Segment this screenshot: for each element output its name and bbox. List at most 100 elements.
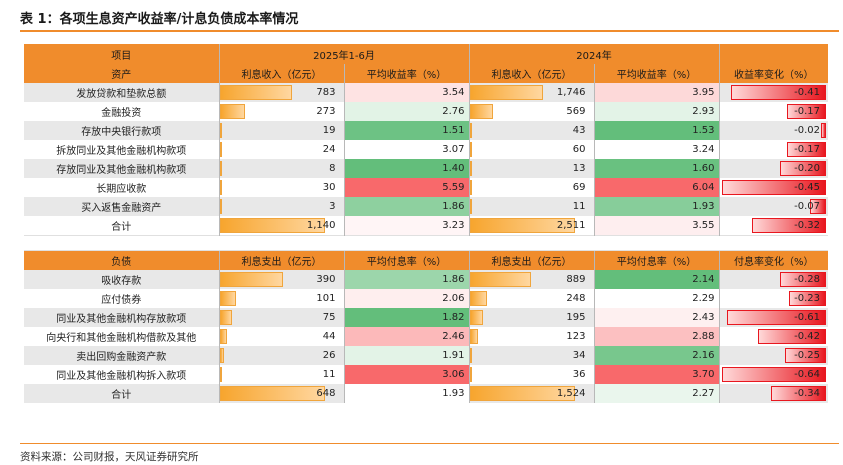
table-row: 金融投资 273 2.76 569 2.93 -0.17 (24, 102, 829, 121)
rate-cell: 1.93 (344, 384, 470, 403)
amount-cell: 26 (219, 346, 345, 365)
amount-value: 13 (572, 163, 586, 174)
amount-value: 101 (316, 293, 336, 304)
data-bar (469, 272, 531, 287)
top-rule (20, 30, 839, 32)
amount-cell: 569 (469, 102, 595, 121)
data-bar (469, 180, 473, 195)
table-caption: 表 1：各项生息资产收益率/计息负债成本率情况 (20, 12, 299, 27)
data-bar (469, 386, 575, 401)
item-header: 项目 (24, 44, 220, 64)
negative-bar (751, 218, 827, 233)
amount-value: 390 (316, 274, 336, 285)
change-cell: -0.61 (719, 308, 829, 327)
data-bar (469, 367, 472, 382)
change-cell: -0.25 (719, 346, 829, 365)
amount-value: 44 (322, 331, 336, 342)
data-bar (219, 329, 227, 344)
table-row: 发放贷款和垫款总额 783 3.54 1,746 3.95 -0.41 (24, 83, 829, 102)
yield-cost-table: 项目 2025年1-6月 2024年 资产 利息收入（亿元） 平均收益率（%） 利息收… (24, 44, 829, 403)
data-bar (219, 85, 292, 100)
data-bar (219, 367, 222, 382)
change-cell: -0.32 (719, 216, 829, 236)
rate-cell: 1.82 (344, 308, 470, 327)
data-bar (219, 199, 222, 214)
negative-bar (770, 386, 827, 401)
rate-cell: 2.14 (594, 270, 720, 289)
change-cell: -0.45 (719, 178, 829, 197)
gap-cell (719, 235, 829, 251)
amount-cell: 123 (469, 327, 595, 346)
section-gap (24, 235, 829, 251)
change-value: -0.64 (794, 369, 821, 380)
change-value: -0.20 (794, 163, 821, 174)
negative-bar (786, 142, 827, 157)
negative-bar (731, 85, 827, 100)
rate-cell: 3.55 (594, 216, 720, 236)
rate-cell: 3.70 (594, 365, 720, 384)
liabilities-col-header: 平均付息率（%） (594, 250, 720, 270)
change-value: -0.17 (794, 144, 821, 155)
amount-value: 26 (322, 350, 336, 361)
data-bar (469, 291, 487, 306)
amount-value: 11 (322, 369, 336, 380)
change-value: -0.25 (794, 350, 821, 361)
row-label: 买入返售金融资产 (24, 197, 220, 216)
change-cell: -0.07 (719, 197, 829, 216)
assets-col-header: 平均收益率（%） (344, 64, 470, 83)
amount-cell: 783 (219, 83, 345, 102)
amount-cell: 24 (219, 140, 345, 159)
amount-value: 248 (566, 293, 586, 304)
change-cell: -0.42 (719, 327, 829, 346)
row-label: 金融投资 (24, 102, 220, 121)
table-row: 存放同业及其他金融机构款项 8 1.40 13 1.60 -0.20 (24, 159, 829, 178)
period-2025-header: 2025年1-6月 (219, 44, 470, 64)
data-bar (469, 310, 483, 325)
data-bar (469, 123, 472, 138)
change-value: -0.17 (794, 106, 821, 117)
amount-value: 24 (322, 144, 336, 155)
amount-value: 648 (316, 388, 336, 399)
bottom-rule (20, 443, 839, 444)
row-label: 存放中央银行款项 (24, 121, 220, 140)
change-cell: -0.41 (719, 83, 829, 102)
rate-cell: 2.27 (594, 384, 720, 403)
table-row: 拆放同业及其他金融机构款项 24 3.07 60 3.24 -0.17 (24, 140, 829, 159)
data-bar (219, 310, 232, 325)
rate-cell: 1.91 (344, 346, 470, 365)
data-bar (469, 218, 575, 233)
data-bar (469, 199, 472, 214)
liabilities-col-header: 平均付息率（%） (344, 250, 470, 270)
change-value: -0.42 (794, 331, 821, 342)
rate-cell: 2.06 (344, 289, 470, 308)
liabilities-col-header: 负债 (24, 250, 220, 270)
change-value: -0.32 (794, 220, 821, 231)
amount-value: 783 (316, 87, 336, 98)
data-bar (469, 161, 472, 176)
data-bar (219, 218, 325, 233)
amount-cell: 3 (219, 197, 345, 216)
blank-header (719, 44, 829, 64)
source-note: 资料来源：公司财报，天风证券研究所 (20, 451, 199, 463)
change-value: -0.07 (794, 201, 821, 212)
rate-cell: 2.88 (594, 327, 720, 346)
amount-value: 36 (572, 369, 586, 380)
amount-cell: 60 (469, 140, 595, 159)
amount-value: 2,511 (556, 220, 586, 231)
rate-cell: 3.23 (344, 216, 470, 236)
data-bar (219, 386, 325, 401)
negative-bar (726, 310, 827, 325)
rate-cell: 2.46 (344, 327, 470, 346)
gap-cell (219, 235, 344, 251)
gap-cell (24, 235, 219, 251)
row-label: 应付债券 (24, 289, 220, 308)
amount-cell: 195 (469, 308, 595, 327)
row-label: 卖出回购金融资产款 (24, 346, 220, 365)
rate-cell: 1.53 (594, 121, 720, 140)
amount-cell: 248 (469, 289, 595, 308)
assets-header-row: 资产 利息收入（亿元） 平均收益率（%） 利息收入（亿元） 平均收益率（%） 收益率变化（… (24, 64, 829, 83)
data-bar (219, 291, 236, 306)
row-label: 吸收存款 (24, 270, 220, 289)
table-row: 卖出回购金融资产款 26 1.91 34 2.16 -0.25 (24, 346, 829, 365)
negative-bar (785, 348, 827, 363)
